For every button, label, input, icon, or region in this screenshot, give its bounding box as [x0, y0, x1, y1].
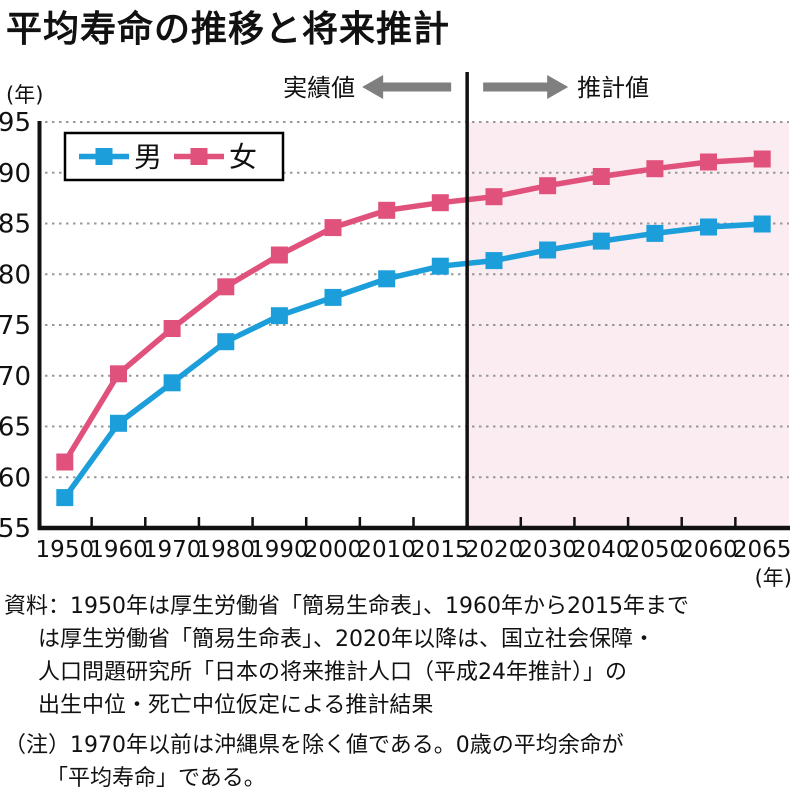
marker-1-2060	[700, 153, 717, 171]
marker-1-2010	[378, 201, 396, 219]
y-label-70: 70	[0, 362, 31, 392]
x-label-2065: 2065	[733, 537, 792, 563]
projection-label: 推計値	[577, 74, 649, 102]
source-line-1: 資料：1950年は厚生労働省「簡易生命表」、1960年から2015年まで	[4, 594, 689, 619]
x-label-2060: 2060	[679, 537, 738, 563]
x-label-2010: 2010	[357, 537, 416, 563]
series-line-0	[62, 221, 763, 500]
marker-0-2030	[539, 241, 557, 259]
y-label-60: 60	[0, 463, 31, 493]
marker-0-2040	[592, 232, 610, 250]
marker-1-1990	[270, 246, 288, 264]
marker-1-2065	[753, 150, 771, 168]
y-label-95: 95	[0, 108, 31, 138]
marker-0-2020	[485, 252, 503, 270]
series-line-1	[62, 156, 763, 464]
marker-1-2050	[646, 160, 664, 178]
note-line-1: （注）1970年以前は沖縄県を除く値である。0歳の平均余命が	[4, 733, 624, 758]
marker-1-2040	[592, 168, 610, 185]
marker-0-1990	[270, 307, 288, 325]
marker-1-1960	[110, 365, 127, 383]
x-label-2000: 2000	[304, 537, 363, 563]
marker-1-1950	[56, 453, 74, 471]
x-ticks	[90, 517, 737, 526]
x-label-2015: 2015	[411, 537, 470, 563]
x-label-2050: 2050	[626, 537, 685, 563]
x-label-1960: 1960	[89, 537, 148, 563]
marker-0-1950	[56, 489, 74, 507]
x-label-1970: 1970	[143, 537, 202, 563]
actual-arrow-head-icon	[362, 75, 384, 99]
marker-0-2060	[700, 218, 717, 236]
y-label-75: 75	[0, 311, 31, 341]
y-unit-label: (年)	[6, 83, 43, 107]
marker-0-2010	[378, 270, 396, 288]
x-label-1990: 1990	[250, 537, 309, 563]
series-markers-0	[56, 215, 771, 507]
marker-1-2015	[431, 194, 449, 212]
x-tick-labels: 1950196019701980199020002010201520202030…	[36, 537, 792, 563]
source-line-3: 人口問題研究所「日本の将来推計人口（平成24年推計）」の	[38, 660, 627, 685]
chart-area: 55 60 65 70 75 80 85 90 95 (年) 1950 1960 1970 1980 199…	[0, 58, 800, 590]
source-line-2: は厚生労働省「簡易生命表」、2020年以降は、国立社会保障・	[38, 627, 655, 652]
projection-arrow-head-icon	[547, 75, 569, 99]
marker-0-1970	[163, 374, 181, 392]
series-markers-1	[56, 150, 771, 471]
page-title: 平均寿命の推移と将来推計	[6, 9, 451, 50]
legend-female-label: 女	[229, 141, 257, 174]
x-label-2040: 2040	[572, 537, 631, 563]
marker-0-2015	[431, 257, 449, 275]
x-label-2030: 2030	[518, 537, 577, 563]
legend-male-label: 男	[134, 141, 162, 174]
legend-female-marker-icon	[190, 148, 208, 165]
actual-label: 実績値	[283, 74, 355, 102]
legend-male-marker-icon	[95, 148, 113, 165]
marker-1-1980	[217, 278, 235, 296]
x-label-2020: 2020	[465, 537, 524, 563]
marker-0-1980	[217, 333, 235, 351]
y-label-65: 65	[0, 413, 31, 443]
marker-0-1960	[110, 414, 127, 432]
y-label-55: 55	[0, 514, 31, 544]
x-label-1950: 1950	[36, 537, 95, 563]
y-label-85: 85	[0, 210, 31, 240]
chart-svg: 556065707580859095(年)1950196019701980199…	[0, 72, 792, 590]
marker-0-2000	[324, 288, 342, 306]
y-label-80: 80	[0, 260, 31, 290]
marker-0-2050	[646, 224, 664, 242]
marker-1-2030	[539, 177, 557, 195]
marker-1-2000	[324, 219, 342, 237]
note-line-2: 「平均寿命」である。	[46, 766, 266, 791]
source-line-4: 出生中位・死亡中位仮定による推計結果	[38, 693, 434, 718]
x-label-1980: 1980	[196, 537, 255, 563]
x-unit-label: (年)	[755, 566, 792, 590]
marker-0-2065	[753, 215, 771, 233]
y-label-90: 90	[0, 159, 31, 189]
y-tick-labels: 55 60 65 70 75 80 85 90 95	[0, 108, 31, 544]
legend: 男女	[63, 131, 285, 182]
marker-1-2020	[485, 188, 503, 206]
marker-1-1970	[163, 320, 181, 337]
